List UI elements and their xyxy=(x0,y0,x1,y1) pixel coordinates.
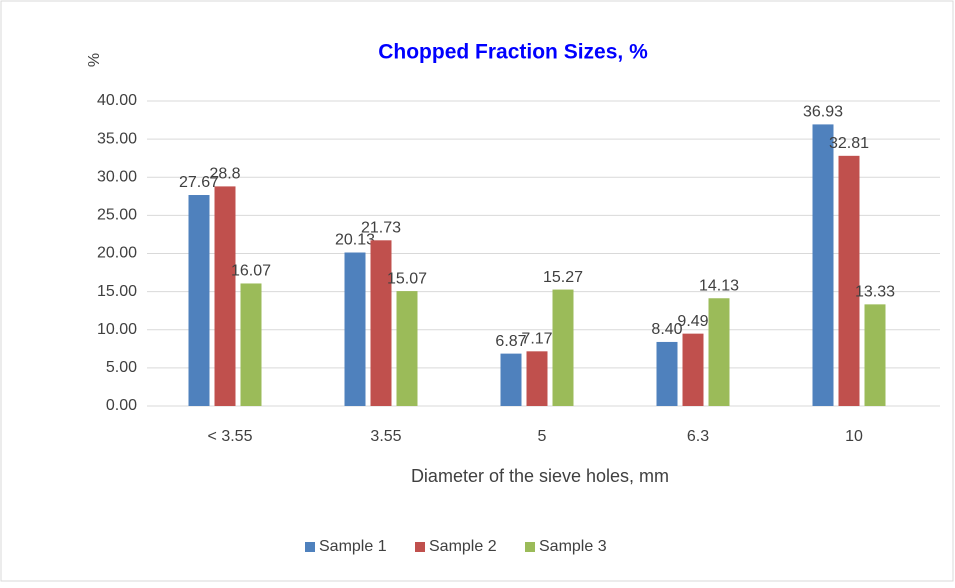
legend-swatch xyxy=(305,542,315,552)
bar xyxy=(344,252,366,406)
bar xyxy=(552,289,574,406)
data-label: 14.13 xyxy=(699,277,739,294)
legend-label: Sample 1 xyxy=(319,538,387,555)
x-tick-label: 6.3 xyxy=(687,428,709,445)
data-label: 9.49 xyxy=(677,313,708,330)
data-label: 6.87 xyxy=(495,333,526,350)
y-axis-label: % xyxy=(86,53,103,67)
y-tick-label: 0.00 xyxy=(106,397,137,414)
legend-label: Sample 2 xyxy=(429,538,497,555)
y-tick-label: 20.00 xyxy=(97,245,137,262)
bar xyxy=(370,240,392,406)
bar xyxy=(812,124,834,406)
x-tick-label: 3.55 xyxy=(370,428,401,445)
x-tick-label: < 3.55 xyxy=(208,428,253,445)
data-label: 27.67 xyxy=(179,174,219,191)
y-tick-label: 40.00 xyxy=(97,92,137,109)
legend-swatch xyxy=(415,542,425,552)
bar xyxy=(708,298,730,406)
legend-swatch xyxy=(525,542,535,552)
legend-label: Sample 3 xyxy=(539,538,607,555)
data-label: 13.33 xyxy=(855,284,895,301)
bar xyxy=(188,195,210,406)
y-tick-label: 5.00 xyxy=(106,359,137,376)
y-tick-label: 35.00 xyxy=(97,130,137,147)
bar xyxy=(214,186,236,406)
data-label: 7.17 xyxy=(521,331,552,348)
bar xyxy=(500,353,522,406)
y-tick-label: 15.00 xyxy=(97,283,137,300)
bar xyxy=(838,155,860,406)
x-axis-label: Diameter of the sieve holes, mm xyxy=(411,466,669,486)
data-label: 32.81 xyxy=(829,135,869,152)
bar xyxy=(396,291,418,406)
data-label: 16.07 xyxy=(231,263,271,280)
bar xyxy=(240,283,262,406)
y-tick-label: 10.00 xyxy=(97,321,137,338)
y-tick-label: 30.00 xyxy=(97,168,137,185)
x-tick-label: 5 xyxy=(538,428,547,445)
data-label: 15.27 xyxy=(543,269,583,286)
data-label: 20.13 xyxy=(335,232,375,249)
data-label: 28.8 xyxy=(209,166,240,183)
x-tick-label: 10 xyxy=(845,428,863,445)
data-label: 21.73 xyxy=(361,220,401,237)
chart-title: Chopped Fraction Sizes, % xyxy=(378,41,648,64)
data-label: 8.40 xyxy=(651,321,682,338)
bar xyxy=(682,333,704,406)
y-tick-label: 25.00 xyxy=(97,207,137,224)
bar xyxy=(864,304,886,406)
data-label: 36.93 xyxy=(803,104,843,121)
data-label: 15.07 xyxy=(387,270,427,287)
bar xyxy=(656,341,678,406)
bar xyxy=(526,351,548,406)
